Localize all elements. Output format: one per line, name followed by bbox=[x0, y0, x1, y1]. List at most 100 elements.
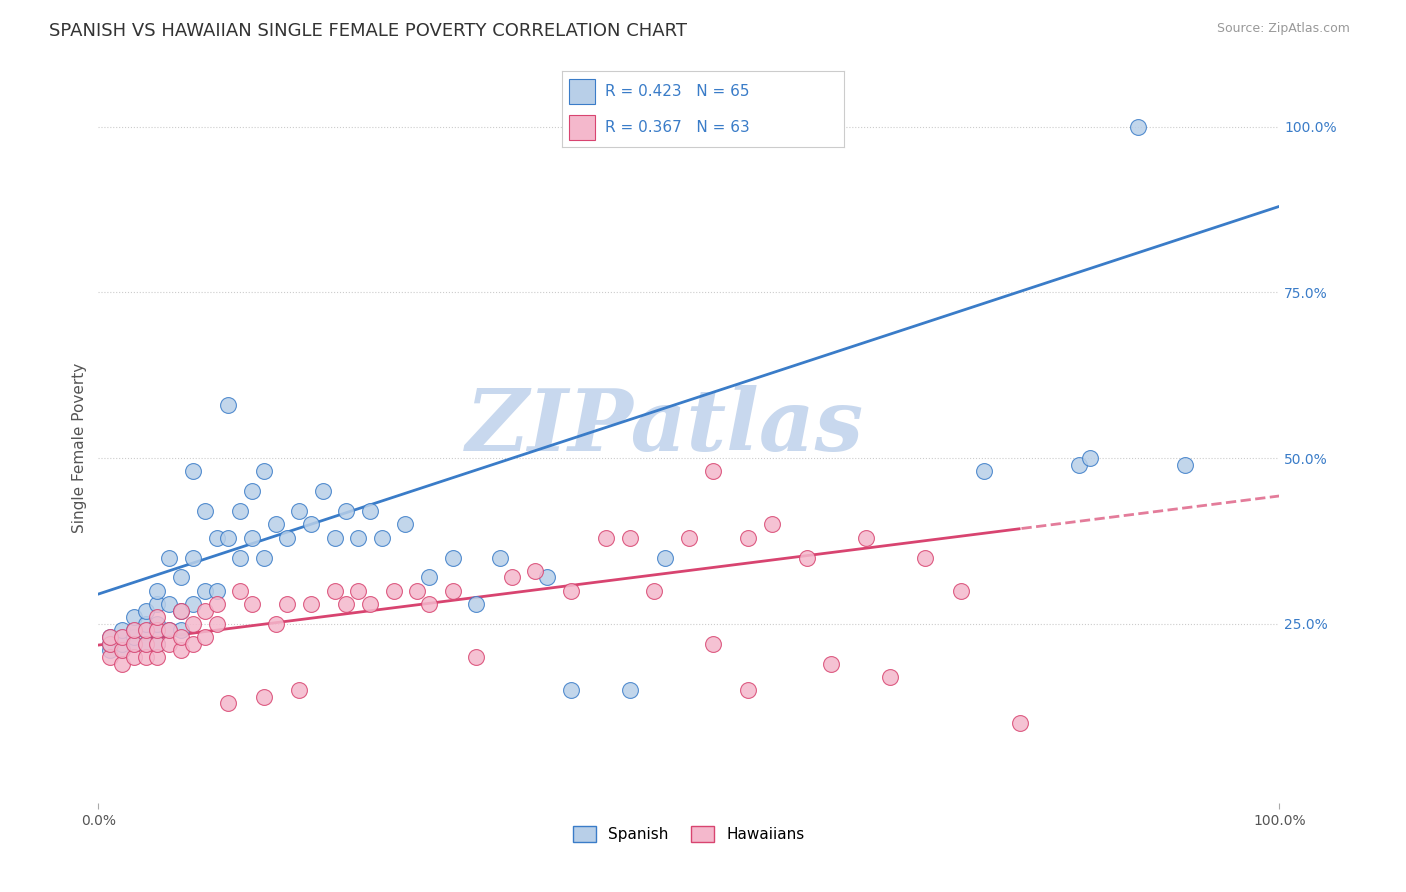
Point bbox=[359, 504, 381, 518]
Point bbox=[111, 624, 134, 638]
Point bbox=[371, 531, 394, 545]
Point bbox=[135, 616, 157, 631]
Point bbox=[276, 597, 298, 611]
Point bbox=[122, 610, 145, 624]
Point bbox=[157, 637, 180, 651]
Point bbox=[312, 484, 335, 499]
Point bbox=[441, 550, 464, 565]
Point bbox=[855, 531, 877, 545]
Point bbox=[501, 570, 523, 584]
Point bbox=[111, 637, 134, 651]
Point bbox=[111, 657, 134, 671]
Point bbox=[879, 670, 901, 684]
Point bbox=[98, 650, 121, 665]
Point bbox=[264, 517, 287, 532]
Point bbox=[122, 650, 145, 665]
Point bbox=[157, 624, 180, 638]
Point bbox=[135, 637, 157, 651]
Point bbox=[418, 570, 440, 584]
Point bbox=[560, 583, 582, 598]
Point bbox=[1080, 451, 1102, 466]
Point bbox=[299, 517, 322, 532]
Point bbox=[111, 630, 134, 644]
Point bbox=[382, 583, 405, 598]
Point bbox=[181, 550, 204, 565]
Point bbox=[253, 690, 276, 704]
Point bbox=[536, 570, 558, 584]
Point bbox=[98, 637, 121, 651]
Point bbox=[217, 398, 239, 412]
Point bbox=[253, 550, 276, 565]
Point bbox=[135, 624, 157, 638]
Point bbox=[122, 630, 145, 644]
Point bbox=[949, 583, 972, 598]
Point bbox=[702, 465, 724, 479]
Point bbox=[122, 624, 145, 638]
Point bbox=[643, 583, 665, 598]
Point bbox=[1008, 716, 1031, 731]
Point bbox=[135, 650, 157, 665]
Point bbox=[122, 624, 145, 638]
Point bbox=[217, 531, 239, 545]
Point bbox=[264, 616, 287, 631]
Point bbox=[146, 624, 169, 638]
Point bbox=[359, 597, 381, 611]
Point bbox=[335, 597, 357, 611]
Point bbox=[299, 597, 322, 611]
Point bbox=[170, 624, 193, 638]
Point bbox=[1067, 458, 1090, 472]
Point bbox=[323, 531, 346, 545]
Text: R = 0.423   N = 65: R = 0.423 N = 65 bbox=[605, 85, 749, 99]
Point bbox=[122, 637, 145, 651]
Point bbox=[157, 550, 180, 565]
Point bbox=[737, 531, 759, 545]
Point bbox=[170, 643, 193, 657]
Point bbox=[122, 637, 145, 651]
Point bbox=[1126, 120, 1149, 134]
Point bbox=[157, 624, 180, 638]
Point bbox=[240, 597, 263, 611]
Point bbox=[146, 616, 169, 631]
Point bbox=[1174, 458, 1197, 472]
Point bbox=[323, 583, 346, 598]
Legend: Spanish, Hawaiians: Spanish, Hawaiians bbox=[567, 820, 811, 848]
Point bbox=[135, 637, 157, 651]
Point bbox=[678, 531, 700, 545]
Point bbox=[194, 583, 217, 598]
Point bbox=[135, 624, 157, 638]
Point bbox=[240, 484, 263, 499]
Point bbox=[347, 531, 370, 545]
Point bbox=[654, 550, 676, 565]
Point bbox=[181, 597, 204, 611]
Point bbox=[146, 610, 169, 624]
Point bbox=[111, 630, 134, 644]
Point bbox=[194, 604, 217, 618]
Text: SPANISH VS HAWAIIAN SINGLE FEMALE POVERTY CORRELATION CHART: SPANISH VS HAWAIIAN SINGLE FEMALE POVERT… bbox=[49, 22, 688, 40]
Point bbox=[98, 637, 121, 651]
Point bbox=[135, 604, 157, 618]
Point bbox=[194, 504, 217, 518]
Point bbox=[111, 643, 134, 657]
Point bbox=[205, 597, 228, 611]
Point bbox=[229, 583, 252, 598]
Point bbox=[347, 583, 370, 598]
Point bbox=[194, 630, 217, 644]
Point bbox=[146, 650, 169, 665]
Point bbox=[619, 531, 641, 545]
Point bbox=[737, 683, 759, 698]
Point bbox=[205, 531, 228, 545]
Point bbox=[702, 637, 724, 651]
Text: R = 0.367   N = 63: R = 0.367 N = 63 bbox=[605, 120, 749, 135]
Point bbox=[406, 583, 429, 598]
Point bbox=[170, 630, 193, 644]
Point bbox=[418, 597, 440, 611]
FancyBboxPatch shape bbox=[569, 114, 595, 140]
Point bbox=[181, 616, 204, 631]
Point bbox=[796, 550, 818, 565]
Point bbox=[595, 531, 617, 545]
Point bbox=[288, 504, 311, 518]
Point bbox=[973, 465, 995, 479]
Point bbox=[253, 465, 276, 479]
Text: ZIPatlas: ZIPatlas bbox=[467, 385, 865, 468]
Point bbox=[229, 550, 252, 565]
